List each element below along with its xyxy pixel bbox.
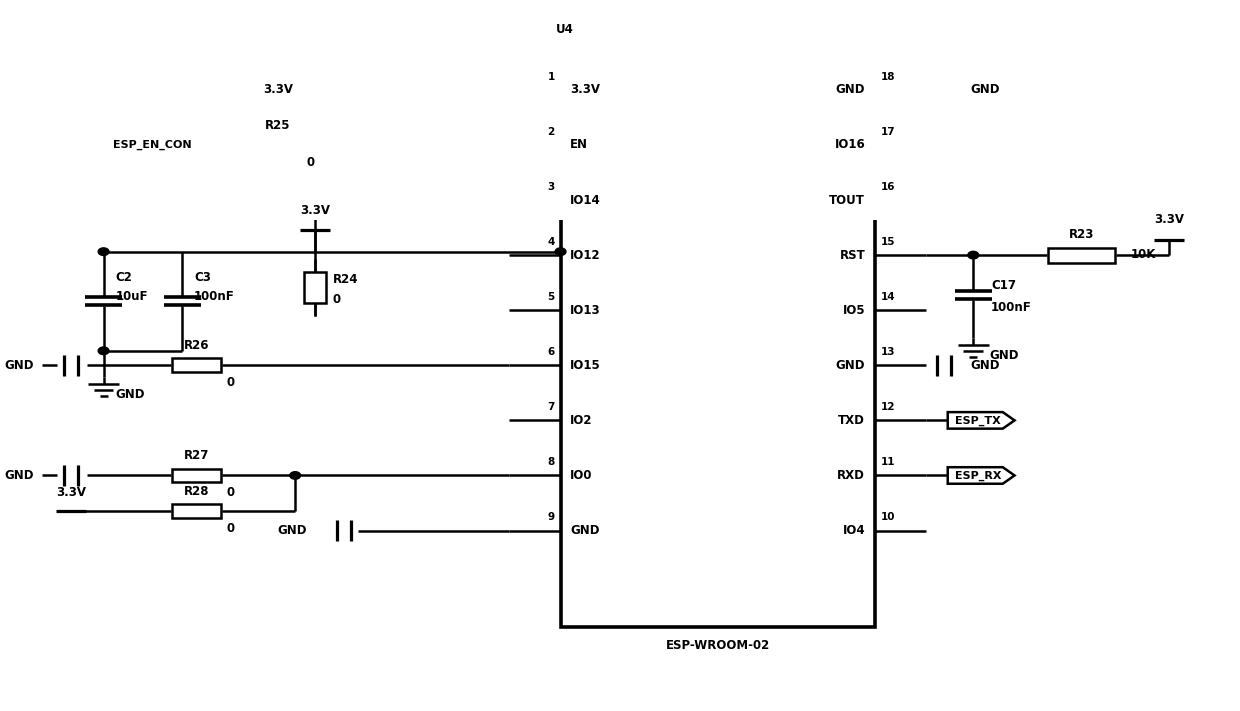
Text: GND: GND — [990, 349, 1018, 362]
Bar — [1048, 247, 1115, 262]
Text: C17: C17 — [991, 279, 1016, 292]
Text: ESP_RX: ESP_RX — [955, 471, 1002, 481]
Text: 16: 16 — [880, 182, 895, 192]
Text: 10K: 10K — [1131, 248, 1156, 261]
Text: 6: 6 — [547, 347, 554, 357]
Circle shape — [310, 86, 320, 94]
Text: 12: 12 — [880, 402, 895, 412]
Text: 4: 4 — [547, 237, 554, 247]
Text: GND: GND — [570, 524, 600, 537]
Text: 7: 7 — [547, 402, 554, 412]
Circle shape — [351, 141, 362, 149]
Text: ESP_TX: ESP_TX — [955, 415, 1001, 425]
Text: IO15: IO15 — [570, 359, 601, 372]
Bar — [560, 48, 875, 627]
Text: GND: GND — [836, 83, 866, 96]
Polygon shape — [947, 412, 1014, 429]
Text: 13: 13 — [880, 347, 895, 357]
FancyBboxPatch shape — [97, 130, 208, 159]
Text: GND: GND — [971, 359, 999, 372]
Text: 3: 3 — [547, 182, 554, 192]
Text: IO4: IO4 — [842, 524, 866, 537]
Text: C3: C3 — [193, 272, 211, 284]
Text: U4: U4 — [556, 23, 573, 36]
Text: R28: R28 — [185, 485, 210, 498]
Text: GND: GND — [4, 469, 33, 482]
Text: 10uF: 10uF — [115, 290, 148, 303]
Text: 17: 17 — [880, 127, 895, 137]
Text: RST: RST — [839, 249, 866, 262]
Text: IO13: IO13 — [570, 304, 601, 316]
Text: GND: GND — [115, 388, 145, 402]
Text: 100nF: 100nF — [193, 290, 234, 303]
Bar — [253, 138, 303, 152]
Text: 3.3V: 3.3V — [263, 82, 293, 96]
Text: C2: C2 — [115, 272, 133, 284]
Text: 0: 0 — [227, 486, 234, 500]
Text: 14: 14 — [880, 292, 895, 302]
Text: 1: 1 — [547, 72, 554, 82]
Bar — [172, 469, 222, 482]
Text: R25: R25 — [265, 119, 290, 132]
Text: R24: R24 — [332, 273, 358, 286]
Text: GND: GND — [4, 359, 33, 372]
Text: IO12: IO12 — [570, 249, 601, 262]
Text: 3.3V: 3.3V — [56, 486, 86, 499]
Bar — [172, 504, 222, 518]
Text: IO5: IO5 — [842, 304, 866, 316]
Text: 5: 5 — [547, 292, 554, 302]
Text: 9: 9 — [548, 513, 554, 523]
Text: IO16: IO16 — [835, 139, 866, 151]
Text: GND: GND — [836, 359, 866, 372]
Circle shape — [351, 86, 362, 94]
Bar — [172, 358, 222, 372]
Bar — [304, 272, 326, 303]
Text: 0: 0 — [308, 156, 315, 169]
Text: EN: EN — [570, 139, 588, 151]
Text: R23: R23 — [1069, 228, 1094, 240]
Text: 0: 0 — [227, 523, 234, 535]
Text: ESP_EN_CON: ESP_EN_CON — [113, 140, 192, 150]
Polygon shape — [947, 467, 1014, 483]
Text: 3.3V: 3.3V — [300, 204, 330, 218]
Text: 15: 15 — [880, 237, 895, 247]
Text: 3.3V: 3.3V — [1154, 213, 1184, 226]
Circle shape — [98, 248, 109, 255]
Text: IO14: IO14 — [570, 193, 601, 206]
Circle shape — [290, 471, 300, 479]
Text: 0: 0 — [332, 294, 341, 306]
Circle shape — [98, 347, 109, 355]
Text: 11: 11 — [880, 457, 895, 467]
Circle shape — [968, 251, 978, 259]
Text: GND: GND — [278, 524, 308, 537]
Text: R27: R27 — [185, 449, 210, 462]
Text: 8: 8 — [547, 457, 554, 467]
Text: TOUT: TOUT — [830, 193, 866, 206]
Text: 0: 0 — [227, 376, 234, 390]
Text: 3.3V: 3.3V — [570, 83, 600, 96]
Text: 2: 2 — [547, 127, 554, 137]
Text: 18: 18 — [880, 72, 895, 82]
Text: TXD: TXD — [838, 414, 866, 427]
Circle shape — [556, 248, 565, 255]
Text: R26: R26 — [185, 339, 210, 352]
Text: RXD: RXD — [837, 469, 866, 482]
Text: 10: 10 — [880, 513, 895, 523]
Text: ESP-WROOM-02: ESP-WROOM-02 — [666, 639, 770, 653]
Text: IO2: IO2 — [570, 414, 593, 427]
Text: IO0: IO0 — [570, 469, 593, 482]
Text: 100nF: 100nF — [991, 301, 1032, 314]
Text: GND: GND — [971, 83, 999, 96]
